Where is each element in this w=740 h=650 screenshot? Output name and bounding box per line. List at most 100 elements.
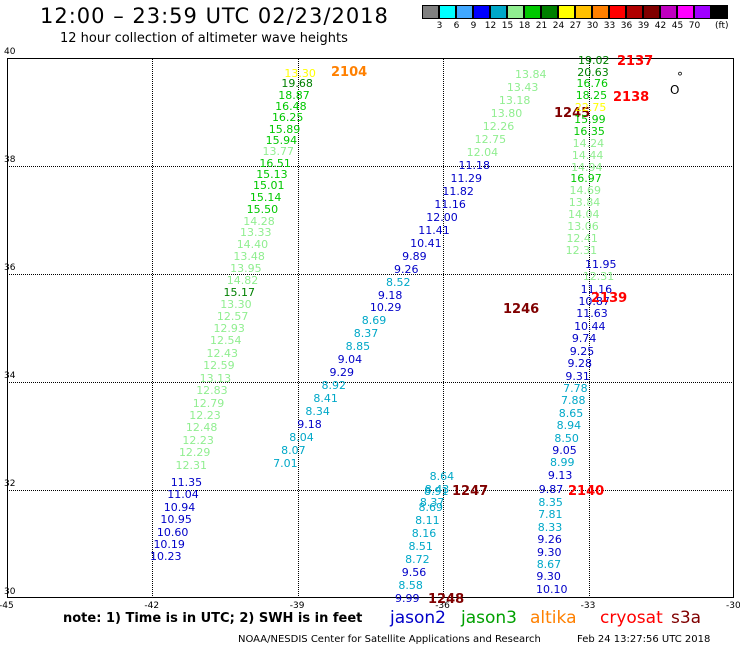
wave-height-value: 19.68: [281, 77, 313, 91]
legend-swatch: [592, 5, 609, 19]
wave-height-value: 14.40: [236, 238, 269, 252]
lat-tick-label: 34: [4, 371, 16, 381]
legend-label: 39: [637, 21, 650, 31]
wave-height-value: 12.31: [565, 243, 598, 257]
grid-line-lat: [7, 274, 734, 275]
grid-line-lon: [443, 58, 445, 598]
wave-height-value: 15.13: [256, 168, 288, 182]
wave-height-value: 13.30: [284, 66, 316, 80]
wave-height-value: 9.74: [571, 332, 597, 346]
lon-tick-label: -42: [144, 601, 160, 611]
legend-swatch: [473, 5, 490, 19]
wave-height-value: 9.28: [567, 357, 593, 371]
wave-height-value: 13.48: [233, 250, 265, 264]
wave-height-value: 9.99: [395, 592, 420, 605]
wave-height-value: 15.50: [246, 202, 279, 216]
wave-height-value: 8.50: [554, 431, 579, 445]
lat-tick-label: 40: [4, 47, 16, 57]
wave-height-value: 10.23: [150, 550, 182, 564]
legend-label: 70: [688, 21, 701, 31]
wave-height-value: 8.37: [419, 495, 445, 509]
wave-height-value: 18.87: [278, 88, 310, 102]
wave-height-value: 8.33: [537, 520, 563, 534]
wave-height-value: 12.93: [213, 322, 245, 335]
wave-height-value: 8.43: [424, 482, 450, 496]
wave-height-value: 15.14: [249, 190, 282, 204]
legend-label: 24: [552, 21, 565, 31]
wave-height-value: 13.30: [220, 297, 252, 311]
wave-height-value: 16.35: [573, 124, 605, 138]
wave-height-value: 14.28: [243, 214, 275, 228]
legend-swatch: [677, 5, 694, 19]
wave-height-value: 13.84: [515, 68, 547, 82]
wave-height-value: 10.19: [153, 538, 185, 551]
wave-height-value: 8.94: [556, 419, 582, 433]
wave-height-value: 10.44: [574, 319, 606, 333]
wave-height-value: 14.82: [226, 273, 259, 287]
lon-tick-label: -33: [580, 601, 596, 611]
satellite-name-s3a: s3a: [671, 608, 702, 628]
wave-height-value: 10.95: [160, 513, 192, 527]
wave-height-value: 11.16: [434, 197, 466, 211]
wave-height-value: 12.83: [196, 384, 228, 398]
wave-height-value: 12.59: [203, 359, 235, 373]
pass-number-label: 2140: [568, 484, 605, 500]
wave-height-value: 10.10: [536, 582, 568, 596]
wave-height-value: 11.63: [576, 307, 608, 321]
wave-height-value: 12.04: [466, 145, 499, 159]
wave-height-value: 8.92: [321, 379, 346, 393]
wave-height-value: 12.43: [206, 346, 239, 360]
wave-height-value: 11.35: [170, 475, 203, 489]
wave-height-value: 8.37: [353, 327, 379, 341]
wave-height-value: 12.31: [582, 270, 615, 284]
lat-tick-label: 38: [4, 155, 16, 165]
wave-height-value: 14.24: [572, 136, 605, 150]
legend-label: 36: [620, 21, 633, 31]
grid-line-lon: [588, 58, 590, 598]
wave-height-value: 8.04: [289, 431, 314, 445]
wave-height-value: 8.72: [405, 553, 430, 567]
wave-height-value: 13.13: [199, 371, 232, 385]
wave-height-value: 9.05: [552, 444, 577, 458]
wave-height-value: 16.25: [271, 111, 304, 125]
wave-height-value: 19.02: [578, 53, 610, 67]
wave-height-value: 10.87: [578, 295, 610, 308]
map-subtitle: 12 hour collection of altimeter wave hei…: [60, 31, 348, 46]
wave-height-value: 11.95: [585, 257, 617, 271]
lat-tick-label: 32: [4, 479, 16, 489]
grid-line-lat: [7, 166, 734, 167]
wave-height-value: 18.25: [575, 89, 608, 103]
wave-height-value: 9.26: [537, 533, 562, 547]
wave-height-value: 8.51: [408, 540, 433, 554]
legend-swatch: [507, 5, 524, 19]
island-marker: °: [677, 70, 683, 84]
wave-height-value: 11.82: [442, 184, 474, 198]
satellite-name-cryosat: cryosat: [600, 608, 663, 628]
legend-label: 21: [535, 21, 548, 31]
wave-height-value: 12.29: [178, 446, 211, 460]
legend-swatch: [541, 5, 558, 19]
wave-height-value: 11.41: [418, 223, 450, 237]
wave-height-value: 12.23: [189, 408, 221, 422]
wave-height-value: 8.69: [361, 314, 387, 328]
wave-height-value: 8.41: [313, 392, 338, 406]
wave-height-value: 9.87: [538, 483, 564, 497]
legend-swatch: [694, 5, 711, 19]
pass-number-label: 2137: [617, 53, 654, 69]
legend-label: 33: [603, 21, 616, 31]
wave-height-value: 7.01: [273, 457, 298, 470]
wave-height-value: 12.79: [192, 396, 225, 410]
legend-swatch: [609, 5, 626, 19]
wave-height-value: 8.64: [429, 469, 455, 483]
wave-height-value: 9.26: [394, 262, 419, 276]
wave-height-value: 9.29: [329, 366, 355, 380]
wave-height-value: 12.31: [175, 458, 208, 472]
footer-timestamp: Feb 24 13:27:56 UTC 2018: [577, 634, 711, 645]
wave-height-value: 8.52: [385, 275, 411, 289]
wave-height-value: 9.30: [537, 545, 562, 559]
wave-height-value: 11.18: [458, 158, 491, 172]
wave-height-value: 11.29: [450, 171, 482, 185]
wave-height-value: 8.91: [424, 485, 449, 499]
legend-swatch: [660, 5, 677, 19]
wave-height-value: 9.04: [337, 353, 363, 367]
